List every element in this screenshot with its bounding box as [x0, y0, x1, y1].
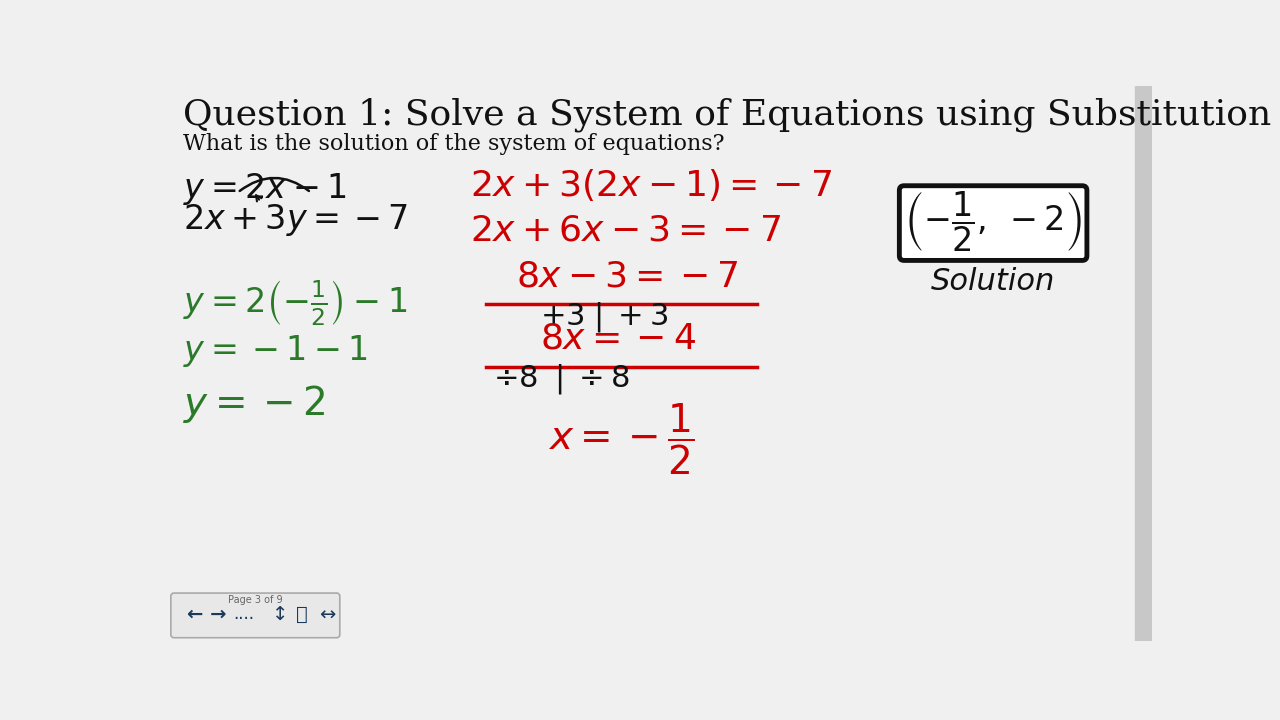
- Bar: [1135, 86, 1152, 641]
- Text: $8x - 3 = -7$: $8x - 3 = -7$: [517, 260, 739, 294]
- Text: ↔: ↔: [319, 606, 335, 624]
- Text: $y = -2$: $y = -2$: [183, 383, 325, 425]
- Text: $x = -\dfrac{1}{2}$: $x = -\dfrac{1}{2}$: [548, 402, 694, 477]
- FancyBboxPatch shape: [900, 186, 1087, 261]
- Text: $2x + 3(2x - 1) = -7$: $2x + 3(2x - 1) = -7$: [470, 167, 832, 203]
- Text: $2x + 3y = -7$: $2x + 3y = -7$: [183, 202, 408, 238]
- Text: $2x + 6x - 3 = -7$: $2x + 6x - 3 = -7$: [470, 213, 781, 248]
- Text: Solution: Solution: [931, 267, 1055, 297]
- Text: $\div 8\;\;|\;\div 8$: $\div 8\;\;|\;\div 8$: [493, 362, 630, 396]
- Text: $8x = -4$: $8x = -4$: [540, 321, 696, 355]
- Text: $y = 2x - 1$: $y = 2x - 1$: [183, 171, 347, 207]
- FancyBboxPatch shape: [170, 593, 339, 638]
- Text: ....: ....: [234, 606, 255, 624]
- Text: ← →: ← →: [187, 606, 227, 624]
- Text: What is the solution of the system of equations?: What is the solution of the system of eq…: [183, 132, 724, 155]
- Text: $y = 2\left(-\frac{1}{2}\right) - 1$: $y = 2\left(-\frac{1}{2}\right) - 1$: [183, 279, 408, 328]
- Text: $\left(-\dfrac{1}{2},\;-2\right)$: $\left(-\dfrac{1}{2},\;-2\right)$: [904, 189, 1083, 253]
- Text: $y = -1 - 1$: $y = -1 - 1$: [183, 333, 369, 369]
- Text: $+3\;|\;+3$: $+3\;|\;+3$: [540, 300, 668, 335]
- Text: ⤢: ⤢: [296, 606, 307, 624]
- Text: Page 3 of 9: Page 3 of 9: [228, 595, 283, 605]
- Text: Question 1: Solve a System of Equations using Substitution: Question 1: Solve a System of Equations …: [183, 98, 1271, 132]
- Text: ↕: ↕: [273, 606, 289, 624]
